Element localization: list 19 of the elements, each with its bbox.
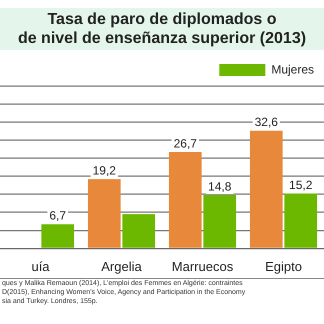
data-label: 15,2 — [289, 178, 313, 192]
bar — [122, 214, 156, 248]
data-label: 19,2 — [92, 163, 116, 178]
legend-label: Mujeres — [271, 62, 314, 76]
x-tick-label: Argelia — [101, 258, 142, 274]
data-label: 14,8 — [208, 179, 232, 194]
bar — [88, 179, 121, 248]
data-label: 6,7 — [49, 208, 66, 223]
x-tick-label: Egipto — [265, 258, 302, 274]
x-tick-label: Marruecos — [172, 258, 234, 274]
bar — [168, 152, 202, 248]
bar — [41, 224, 74, 248]
bar — [203, 194, 236, 248]
data-label: 32,6 — [254, 115, 278, 130]
x-tick-label: uía — [31, 258, 50, 274]
chart-title: Tasa de paro de diplomados o de nivel de enseñanza superior (2013) — [0, 8, 324, 50]
bar — [250, 130, 283, 248]
data-label: 26,7 — [174, 136, 198, 150]
bar — [284, 194, 318, 248]
